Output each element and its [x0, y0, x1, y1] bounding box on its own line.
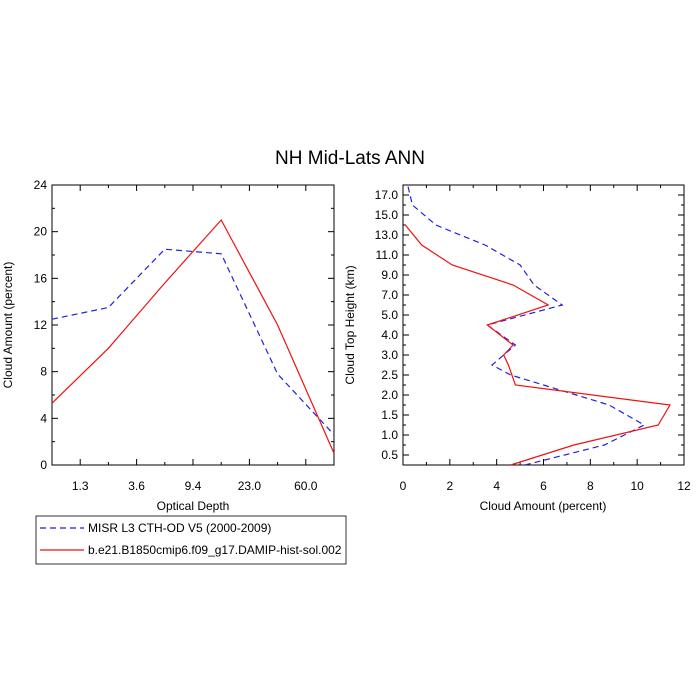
- left-x-tick-label: 9.4: [185, 479, 202, 493]
- right-series-model-line: [404, 224, 671, 466]
- right-y-tick-label: 1.5: [381, 408, 398, 422]
- legend-label-model: b.e21.B1850cmip6.f09_g17.DAMIP-hist-sol.…: [88, 543, 342, 557]
- legend-box: [35, 515, 347, 565]
- right-y-tick-label: 7.0: [381, 288, 398, 302]
- right-x-tick-label: 0: [400, 479, 407, 493]
- right-x-axis-label: Cloud Amount (percent): [480, 499, 607, 513]
- right-y-axis-label: Cloud Top Height (km): [343, 265, 357, 384]
- figure-title: NH Mid-Lats ANN: [275, 148, 425, 169]
- left-y-tick-label: 24: [34, 178, 48, 192]
- left-x-tick-label: 23.0: [238, 479, 262, 493]
- right-y-tick-label: 17.0: [375, 188, 399, 202]
- right-x-tick-label: 12: [677, 479, 691, 493]
- left-series-model-line: [51, 218, 335, 454]
- left-panel: 0 4 8 12 16 20 24 1.3 3.6 9.4 23.0 60.0 Optical De…: [1, 178, 335, 513]
- right-y-tick-label: 9.0: [381, 268, 398, 282]
- left-x-axis-label: Optical Depth: [157, 499, 230, 513]
- right-y-tick-label: 1.0: [381, 428, 398, 442]
- left-y-tick-label: 20: [34, 225, 48, 239]
- left-y-tick-label: 16: [34, 271, 48, 285]
- right-y-tick-label: 15.0: [375, 208, 399, 222]
- left-y-tick-label: 12: [34, 318, 48, 332]
- left-x-tick-label: 60.0: [294, 479, 318, 493]
- right-y-tick-label: 11.0: [376, 248, 399, 262]
- left-y-tick-label: 8: [40, 365, 47, 379]
- right-plot-frame: [402, 184, 685, 466]
- right-y-tick-label: 13.0: [375, 228, 399, 242]
- right-x-tick-label: 6: [540, 479, 547, 493]
- right-x-tick-label: 8: [587, 479, 594, 493]
- right-series-misr-line: [407, 184, 646, 466]
- left-x-tick-label: 1.3: [72, 479, 89, 493]
- right-y-tick-label: 0.5: [381, 448, 398, 462]
- right-y-tick-label: 5.0: [381, 308, 398, 322]
- right-x-tick-label: 2: [446, 479, 453, 493]
- right-x-tick-label: 4: [493, 479, 500, 493]
- left-y-axis-label: Cloud Amount (percent): [1, 262, 15, 389]
- left-plot-frame: [51, 184, 335, 466]
- right-y-tick-label: 3.0: [381, 348, 398, 362]
- left-series-misr-line: [51, 248, 335, 436]
- right-y-tick-label: 4.0: [381, 328, 398, 342]
- legend-label-misr: MISR L3 CTH-OD V5 (2000-2009): [88, 521, 271, 535]
- right-y-tick-label: 2.5: [381, 368, 398, 382]
- legend: MISR L3 CTH-OD V5 (2000-2009) b.e21.B185…: [35, 515, 347, 565]
- right-x-tick-label: 10: [630, 479, 644, 493]
- left-y-tick-label: 4: [40, 411, 47, 425]
- left-x-tick-label: 3.6: [128, 479, 145, 493]
- right-panel: 0.5 1.0 1.5 2.0 2.5 3.0 4.0 5.0 7.0 9.0 11.0 13.0 15…: [343, 184, 691, 513]
- right-y-tick-label: 2.0: [381, 388, 398, 402]
- left-y-tick-label: 0: [40, 458, 47, 472]
